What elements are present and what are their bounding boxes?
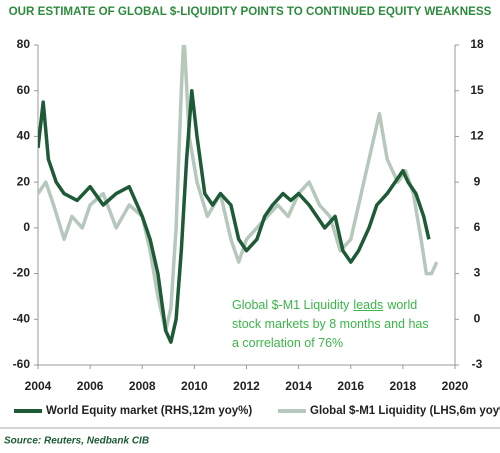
y-tick-label: 20 xyxy=(17,174,31,188)
x-tick-label: 2018 xyxy=(390,379,417,393)
x-tick-label: 2006 xyxy=(77,379,104,393)
annotation-text: world xyxy=(387,298,418,312)
y2-tick-label: 9 xyxy=(474,174,481,188)
plot-lines xyxy=(38,45,439,344)
annotation-text: a correlation of 76% xyxy=(232,336,344,350)
x-tick-label: 2010 xyxy=(181,379,208,393)
x-tick-label: 2012 xyxy=(233,379,260,393)
y-tick-label: -40 xyxy=(13,311,31,325)
annotation-text: leads xyxy=(353,298,384,312)
y-tick-label: -60 xyxy=(13,357,31,371)
y2-tick-label: 15 xyxy=(470,83,484,97)
annotation-text: stock markets by 8 months and has xyxy=(232,317,429,331)
annotation: Global $-M1 Liquidity leads world stock mar… xyxy=(232,296,433,353)
y2-tick-label: 18 xyxy=(470,37,484,51)
annotation-line: stock markets by 8 months and has xyxy=(232,315,433,334)
annotation-line: a correlation of 76% xyxy=(232,334,433,353)
y2-tick-label: 6 xyxy=(474,220,481,234)
y-tick-label: 0 xyxy=(23,220,30,234)
legend-label: World Equity market (RHS,12m yoy%) xyxy=(46,405,252,417)
y2-tick-label: 12 xyxy=(470,129,484,143)
x-tick-label: 2014 xyxy=(285,379,312,393)
series-line xyxy=(38,45,439,333)
x-tick-label: 2008 xyxy=(129,379,156,393)
series-line xyxy=(38,88,431,344)
x-tick-label: 2016 xyxy=(337,379,364,393)
y2-tick-label: 0 xyxy=(474,311,481,325)
y2-tick-label: 3 xyxy=(474,266,481,280)
chart-title: OUR ESTIMATE OF GLOBAL $-LIQUIDITY POINT… xyxy=(9,5,492,18)
annotation-text: Global $-M1 Liquidity xyxy=(232,298,350,312)
y-tick-label: -20 xyxy=(13,266,31,280)
x-tick-label: 2020 xyxy=(442,379,469,393)
x-tick-label: 2004 xyxy=(25,379,52,393)
annotation-line: Global $-M1 Liquidity leads world xyxy=(232,296,433,315)
y-tick-label: 80 xyxy=(17,37,31,51)
y-tick-label: 60 xyxy=(17,83,31,97)
legend-label: Global $-M1 Liquidity (LHS,6m yoy%, lead… xyxy=(310,405,500,417)
y-tick-label: 40 xyxy=(17,129,31,143)
y2-tick-label: -3 xyxy=(472,357,483,371)
source: Source: Reuters, Nedbank CIB xyxy=(4,436,149,447)
